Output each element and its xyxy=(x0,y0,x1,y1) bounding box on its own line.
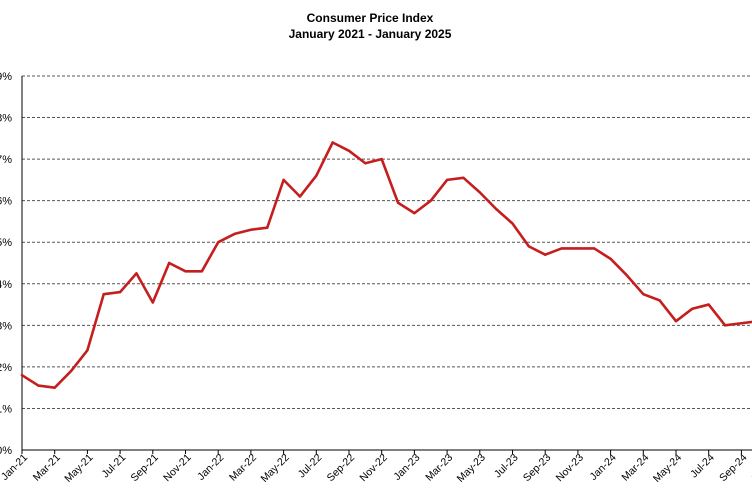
data-point xyxy=(298,195,302,198)
data-point xyxy=(347,149,351,152)
x-tick-label: Jan-23 xyxy=(391,452,422,483)
data-point xyxy=(593,247,596,250)
data-point xyxy=(86,349,89,352)
data-point xyxy=(37,384,40,387)
y-tick-label: 5% xyxy=(0,237,12,249)
data-point xyxy=(233,232,236,236)
x-tick-label: Jul-22 xyxy=(296,452,325,481)
data-point xyxy=(53,386,56,389)
x-tick-label: Mar-24 xyxy=(619,452,651,484)
x-tick-label: Jan-22 xyxy=(195,452,226,483)
data-point xyxy=(707,303,710,306)
x-tick-label: Mar-22 xyxy=(227,452,259,484)
data-point xyxy=(249,228,253,231)
x-tick-label: Sep-21 xyxy=(128,452,161,485)
x-tick-label: Jul-23 xyxy=(492,452,521,481)
data-point xyxy=(331,141,334,144)
grid-layer xyxy=(22,75,752,409)
data-point xyxy=(658,299,661,302)
y-tick-label: 3% xyxy=(0,320,12,332)
x-tick-label: Sep-24 xyxy=(717,452,750,485)
data-point xyxy=(462,176,465,180)
data-point xyxy=(723,324,727,327)
y-tick-label: 4% xyxy=(0,279,12,291)
data-point xyxy=(691,307,694,310)
y-tick-label: 1% xyxy=(0,403,12,415)
x-tick-label: Nov-22 xyxy=(357,452,390,485)
x-tick-label: Sep-22 xyxy=(325,452,358,485)
y-tick-label: 7% xyxy=(0,154,12,166)
data-point xyxy=(478,191,481,194)
data-point xyxy=(445,178,449,182)
x-tick-label: Sep-23 xyxy=(521,452,554,485)
data-point xyxy=(282,178,285,182)
x-tick-label: Nov-23 xyxy=(554,452,587,485)
y-tick-label: 2% xyxy=(0,362,12,374)
y-tick-label: 6% xyxy=(0,196,12,208)
series-layer xyxy=(20,141,752,389)
data-point xyxy=(380,157,383,161)
y-tick-label: 9% xyxy=(0,71,12,83)
data-point xyxy=(560,247,563,250)
data-point xyxy=(217,241,220,244)
data-point xyxy=(20,374,24,377)
y-tick-label: 8% xyxy=(0,113,12,125)
data-point xyxy=(674,319,678,323)
y-tick-label: 0% xyxy=(0,445,12,457)
data-point xyxy=(266,226,269,229)
x-tick-label: May-23 xyxy=(455,452,488,485)
x-tick-label: Mar-21 xyxy=(31,452,63,484)
x-tick-label: Mar-23 xyxy=(423,452,455,484)
data-point xyxy=(200,270,204,273)
x-axis-ticks: Jan-21 Mar-21 May-21 Jul-21 Sep-21 Nov-21 Jan-… xyxy=(0,450,752,485)
x-tick-label: Jan-24 xyxy=(588,452,619,483)
data-point xyxy=(511,222,514,225)
data-point xyxy=(429,199,432,202)
chart-subtitle: January 2021 - January 2025 xyxy=(289,27,452,41)
data-point xyxy=(527,245,531,248)
data-point xyxy=(118,290,122,294)
series-line-cpi xyxy=(20,141,752,389)
x-tick-label: May-22 xyxy=(258,452,291,485)
x-tick-label: May-21 xyxy=(62,452,95,485)
data-point xyxy=(609,257,612,261)
data-point xyxy=(69,369,73,373)
chart-title: Consumer Price Index xyxy=(307,11,434,25)
x-tick-label: Nov-21 xyxy=(161,452,194,485)
x-tick-label: May-24 xyxy=(651,452,684,485)
data-point xyxy=(413,211,416,215)
data-point xyxy=(494,207,498,211)
data-point xyxy=(102,292,105,296)
data-point xyxy=(544,253,547,256)
x-tick-label: Jul-21 xyxy=(100,452,129,481)
data-point xyxy=(184,270,187,273)
data-point xyxy=(396,201,400,204)
data-point xyxy=(740,322,743,325)
data-point xyxy=(576,247,580,250)
data-point xyxy=(625,274,629,277)
data-point xyxy=(364,162,367,165)
data-point xyxy=(642,292,645,296)
data-point xyxy=(151,301,154,304)
data-point xyxy=(135,272,138,275)
y-axis-ticks: 0% 1% 2% 3% 4% 5% 6% 7% 8% 9% xyxy=(0,71,12,457)
x-tick-label: Jul-24 xyxy=(688,452,717,481)
data-point xyxy=(315,174,318,177)
data-point xyxy=(167,261,171,265)
